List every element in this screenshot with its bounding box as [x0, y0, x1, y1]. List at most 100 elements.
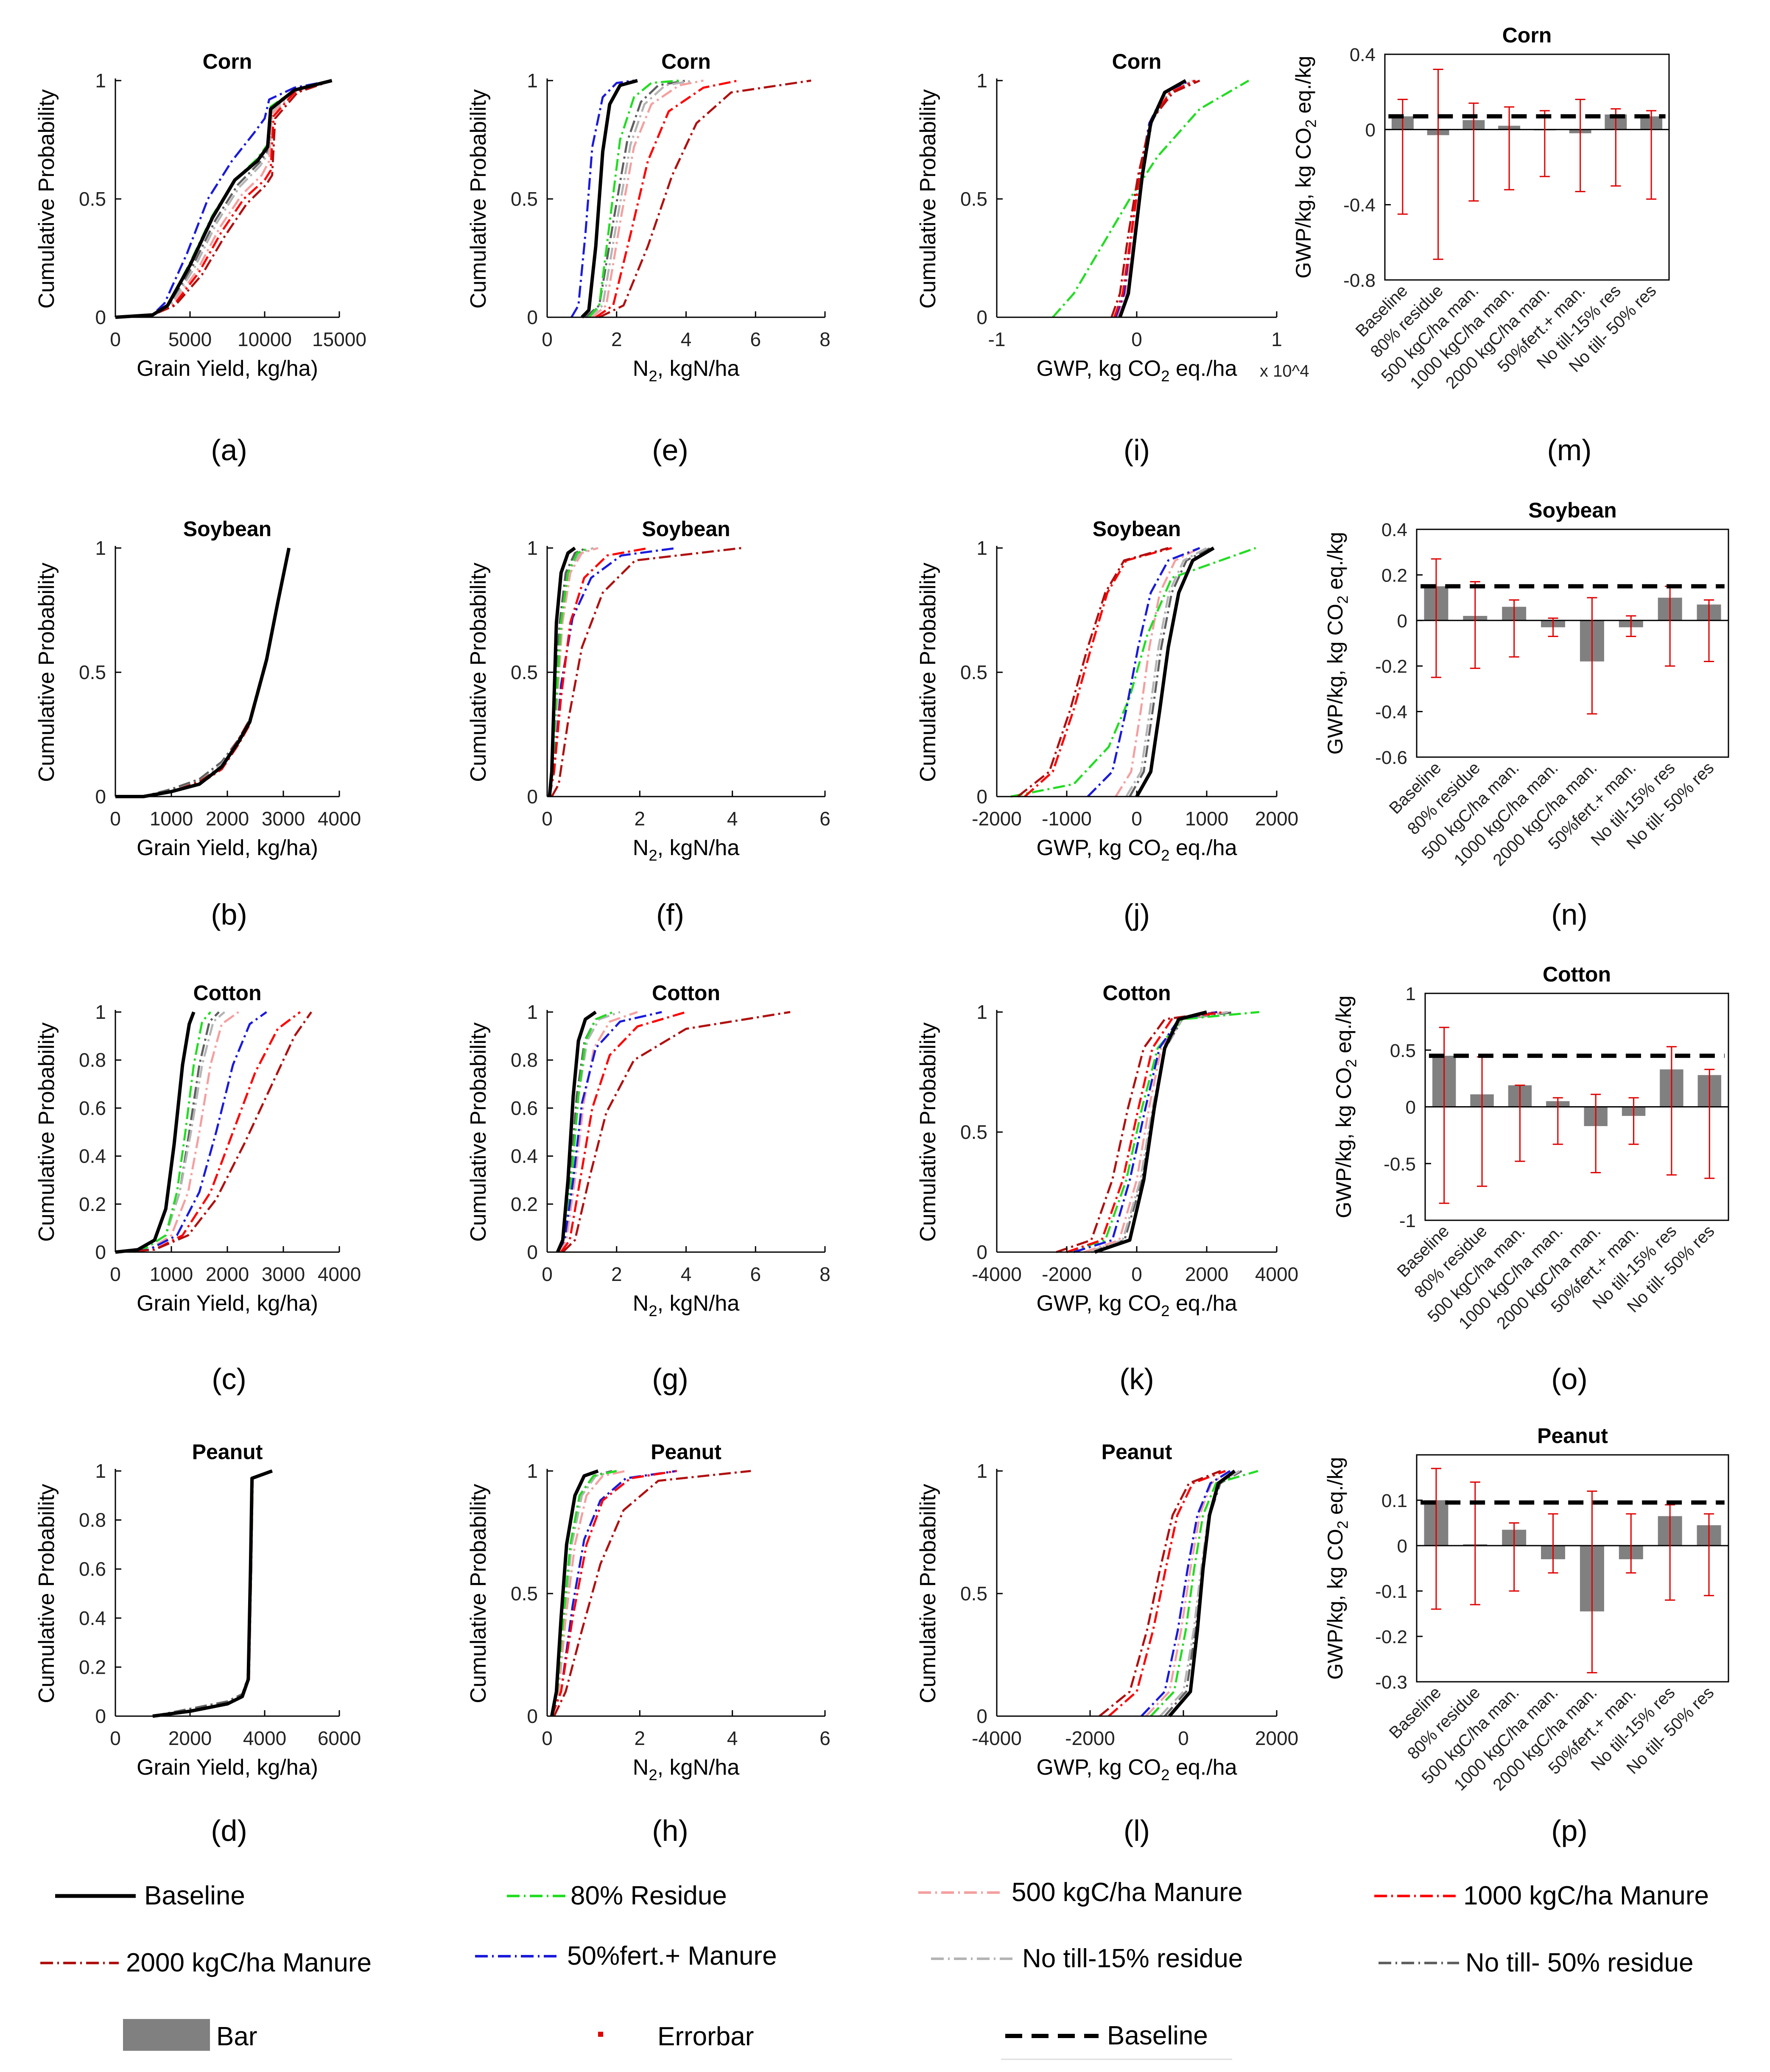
y-axis-label: Cumulative Probability — [916, 1022, 940, 1242]
x-tick-label: 1000 — [150, 808, 193, 830]
y-tick-label: -0.5 — [1384, 1154, 1416, 1174]
y-tick-label: 1 — [527, 70, 538, 92]
series-line-manure2000 — [1017, 547, 1169, 797]
chart-title: Corn — [661, 50, 711, 73]
series-line-baseline — [1168, 1469, 1236, 1717]
y-tick-label: 0 — [527, 786, 538, 808]
x-tick-label: 2000 — [1255, 1727, 1298, 1749]
chart-title: Peanut — [651, 1440, 721, 1464]
x-tick-label: 4 — [727, 808, 738, 830]
x-tick-label: -2000 — [1065, 1727, 1115, 1749]
panel-letter-i: (i) — [1124, 433, 1150, 467]
series-line-manure1000 — [1113, 79, 1196, 318]
y-tick-label: 1 — [976, 537, 987, 559]
y-tick-label: -0.2 — [1375, 1627, 1407, 1647]
x-tick-label: 4 — [681, 1263, 692, 1285]
panel-d: Peanut 0 2000 4000 6000 0 0.2 0.4 0.6 0.8 1 Grain Y… — [34, 1440, 361, 1780]
y-tick-label: 0.6 — [79, 1097, 106, 1119]
series-line-manure500 — [551, 1470, 626, 1717]
panel-letter-m: (m) — [1547, 433, 1592, 467]
panel-letter-k: (k) — [1119, 1362, 1154, 1395]
panel-letter-h: (h) — [652, 1814, 688, 1847]
series-line-manure2000 — [1110, 79, 1200, 318]
series-line-manure1000 — [548, 547, 649, 797]
y-tick-label: 0 — [1365, 120, 1376, 140]
y-tick-label: 0.8 — [79, 1509, 106, 1531]
y-tick-label: 0.5 — [79, 188, 106, 210]
legend-label-residue80: 80% Residue — [570, 1881, 727, 1910]
x-tick-label: 5000 — [168, 328, 212, 350]
y-axis-label: Cumulative Probability — [34, 89, 59, 308]
y-tick-label: -0.1 — [1375, 1581, 1407, 1602]
x-axis-label: N2, kgN/ha — [633, 836, 740, 864]
x-tick-label: 1000 — [1185, 808, 1228, 830]
panel-letter-c: (c) — [212, 1362, 246, 1395]
series-group — [115, 548, 291, 798]
panel-letter-f: (f) — [656, 898, 684, 931]
y-tick-label: 0.2 — [79, 1193, 106, 1215]
y-tick-label: 1 — [527, 537, 538, 559]
y-tick-label: 0.4 — [1350, 45, 1376, 65]
series-line-baseline — [115, 548, 291, 798]
y-tick-label: -0.6 — [1375, 747, 1407, 768]
y-tick-label: -0.2 — [1375, 656, 1407, 677]
x-axis-label: N2, kgN/ha — [633, 1291, 740, 1320]
y-axis-label: Cumulative Probability — [916, 89, 940, 308]
x-axis-label: GWP, kg CO2 eq./ha — [1036, 356, 1237, 385]
series-line-manure1000 — [1066, 1011, 1225, 1253]
legend-label-manure500: 500 kgC/ha Manure — [1012, 1878, 1243, 1907]
x-tick-label: 6000 — [318, 1727, 361, 1749]
x-tick-label: 6 — [819, 1727, 830, 1749]
x-axis-label: Grain Yield, kg/ha) — [137, 1755, 318, 1780]
series-line-baseline — [550, 1469, 599, 1717]
series-line-notill50 — [1129, 547, 1211, 797]
y-tick-label: 0 — [1406, 1097, 1416, 1118]
series-line-manure2000 — [598, 79, 811, 319]
x-tick-label: 6 — [750, 328, 761, 350]
legend-label-bar: Bar — [216, 2022, 257, 2051]
x-axis-label: N2, kgN/ha — [633, 356, 740, 385]
series-group — [115, 1011, 313, 1254]
chart-title: Cotton — [1543, 962, 1611, 986]
y-tick-label: 1 — [1406, 984, 1416, 1004]
x-tick-label: -4000 — [972, 1727, 1022, 1749]
series-line-baseline — [115, 79, 333, 319]
series-group — [550, 1469, 751, 1717]
y-tick-label: 0 — [95, 1241, 106, 1263]
series-group — [152, 1469, 273, 1718]
y-tick-label: 0.5 — [960, 188, 987, 210]
series-line-baseline — [152, 1469, 273, 1718]
x-tick-label: 2 — [635, 808, 646, 830]
x-tick-label: 4000 — [318, 1263, 361, 1285]
y-tick-label: -0.8 — [1343, 270, 1376, 291]
series-line-baseline — [1135, 546, 1215, 797]
panel-b: Soybean 0 1000 2000 3000 4000 0 0.5 1 Grain Yield… — [34, 517, 361, 860]
y-tick-label: 1 — [976, 1460, 987, 1482]
y-tick-label: 0.5 — [1390, 1040, 1416, 1061]
x-tick-label: 0 — [542, 1263, 553, 1285]
x-tick-label: -1 — [988, 328, 1006, 350]
series-line-manure2000 — [1099, 1470, 1221, 1717]
plot-frame — [1416, 528, 1729, 758]
x-tick-label: 0 — [542, 1727, 553, 1749]
y-tick-label: 0.8 — [511, 1049, 538, 1071]
x-tick-label: 8 — [819, 328, 830, 350]
x-axis-label: GWP, kg CO2 eq./ha — [1036, 836, 1237, 864]
series-group — [570, 79, 811, 319]
x-tick-label: 3000 — [262, 1263, 305, 1285]
x-tick-label: 4 — [681, 328, 692, 350]
y-tick-label: 1 — [95, 70, 106, 92]
y-tick-label: 0 — [976, 1241, 987, 1263]
x-tick-label: 2 — [611, 1263, 622, 1285]
x-tick-label: 2000 — [168, 1727, 212, 1749]
y-tick-label: 0.2 — [511, 1193, 538, 1215]
y-axis-label: Cumulative Probability — [34, 1484, 59, 1703]
series-line-notill15 — [588, 79, 693, 318]
series-line-fert50 — [1087, 547, 1200, 797]
y-tick-label: 0.5 — [511, 1583, 538, 1605]
legend-label-errorbar: Errorbar — [657, 2022, 754, 2051]
chart-title: Cotton — [193, 981, 261, 1005]
y-axis-label: GWP/kg, kg CO2 eq./kg — [1323, 532, 1351, 755]
